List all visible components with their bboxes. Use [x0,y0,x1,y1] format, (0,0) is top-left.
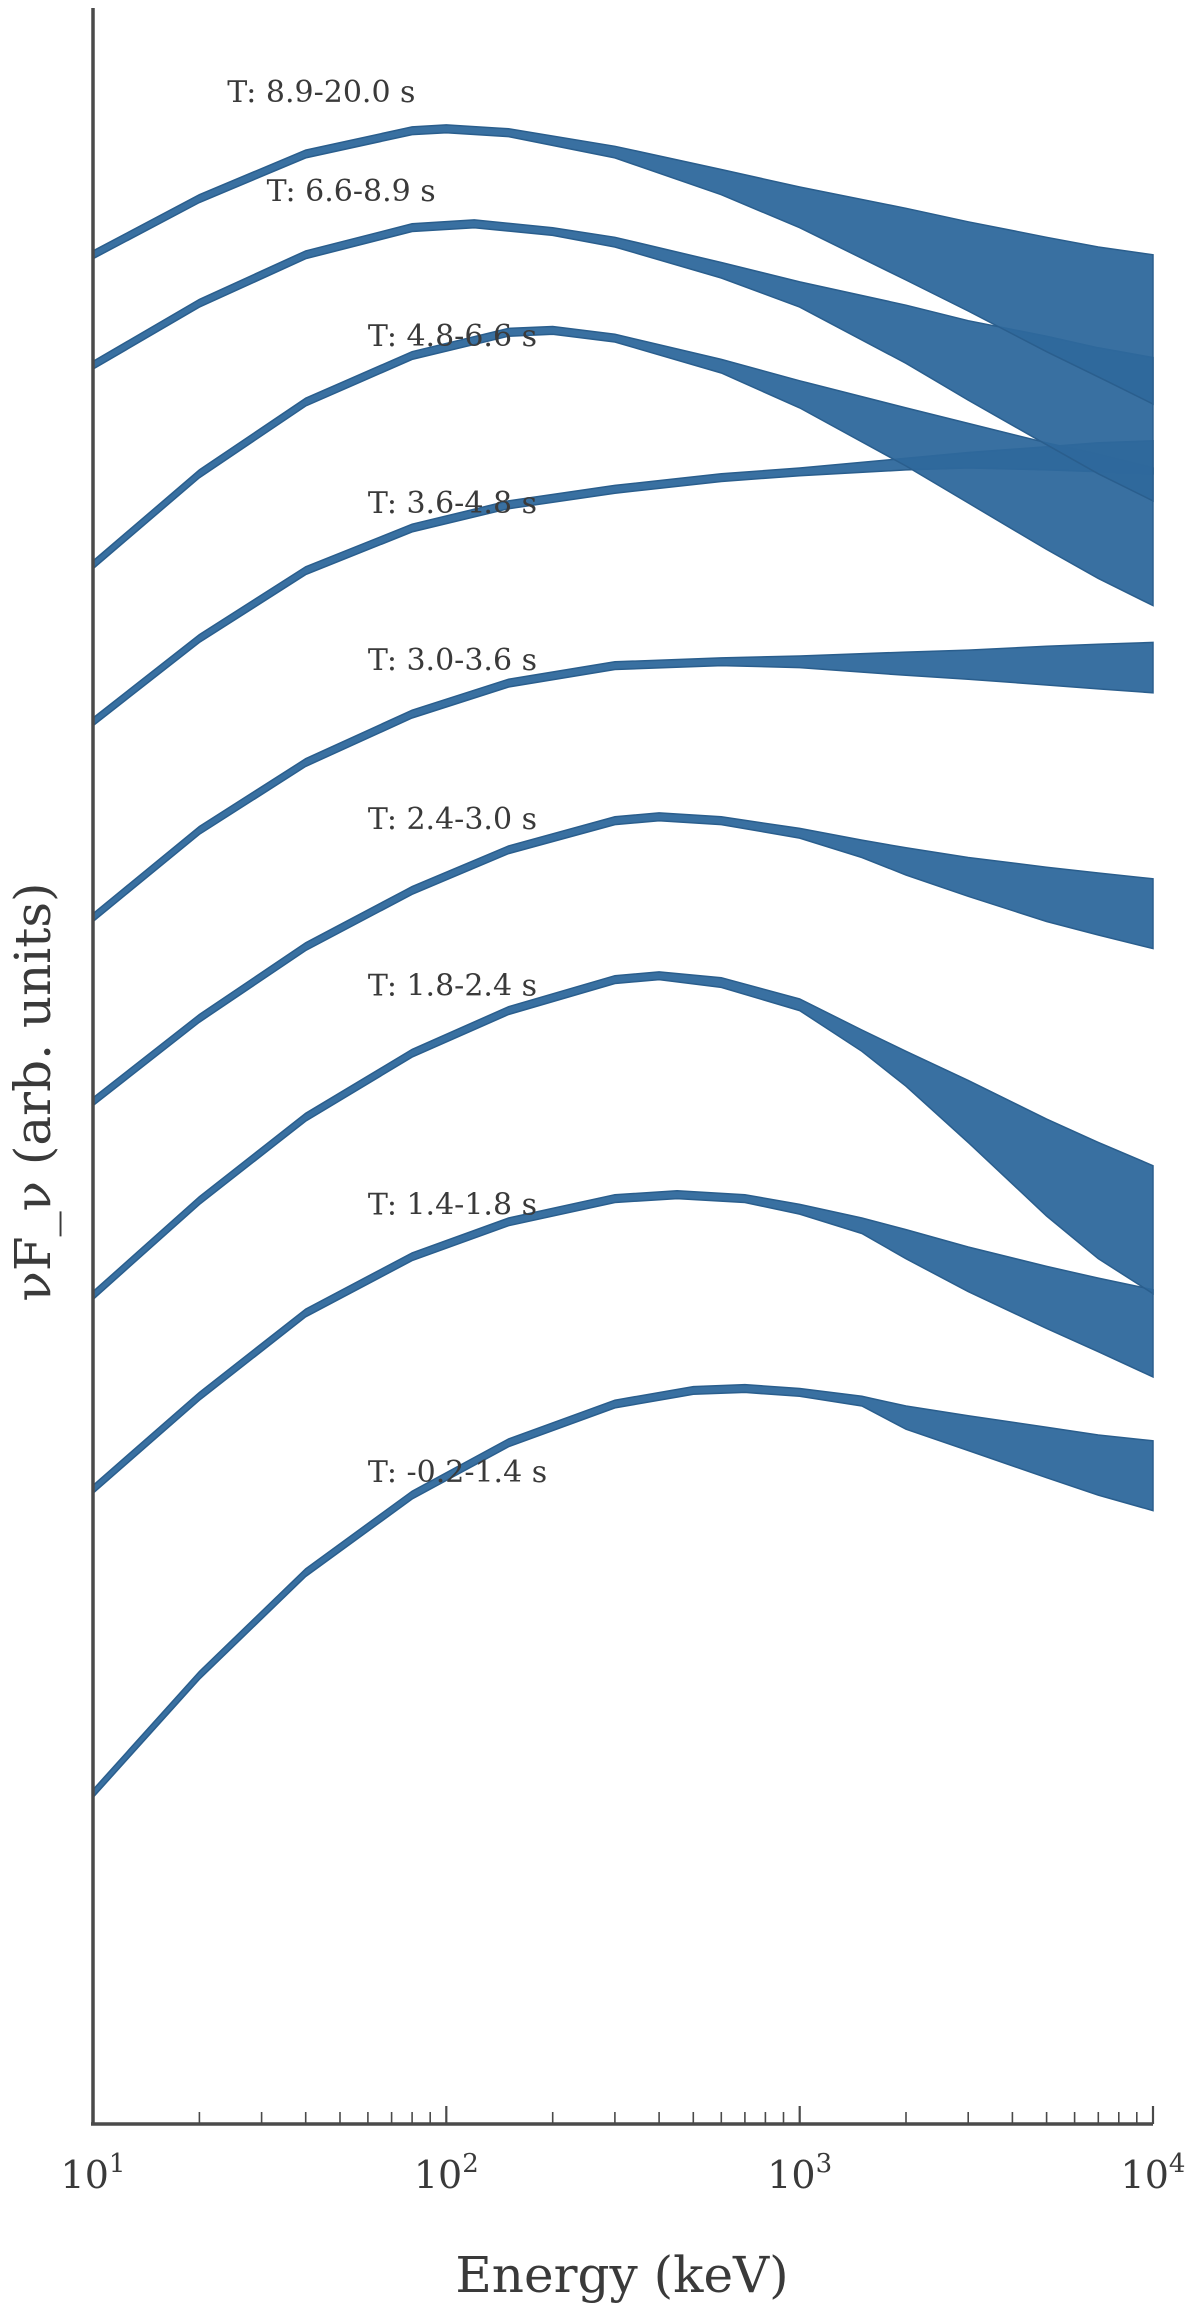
x-axis-ticks [91,2106,1155,2124]
series-band-8 [92,124,1154,406]
x-axis-tick-labels: 101 102 103 104 [61,2149,1186,2197]
series-label-4: T: 3.0-3.6 s [368,643,537,678]
series-band-0 [92,1383,1154,1800]
x-tick-label: 101 [61,2149,126,2197]
series-band-2 [92,971,1154,1302]
series-label-3: T: 2.4-3.0 s [368,802,537,837]
series-band-7 [92,219,1154,503]
series-label-8: T: 8.9-20.0 s [227,75,415,110]
series-band-1 [92,1190,1154,1495]
series-label-1: T: 1.4-1.8 s [368,1187,537,1222]
x-axis-label: Energy (keV) [455,2246,788,2304]
x-tick-label: 104 [1121,2149,1186,2197]
x-tick-label: 103 [767,2149,832,2197]
series-label-5: T: 3.6-4.8 s [368,486,537,521]
x-tick-label: 102 [414,2149,479,2197]
series-band-4 [92,641,1154,924]
series-label-0: T: -0.2-1.4 s [368,1455,547,1490]
series-bands [92,124,1154,1800]
series-labels: T: -0.2-1.4 s T: 1.4-1.8 s T: 1.8-2.4 s T: … [227,75,547,1490]
series-label-6: T: 4.8-6.6 s [368,319,537,354]
series-label-7: T: 6.6-8.9 s [267,174,436,209]
y-axis-label: νF_ν (arb. units) [4,882,62,1301]
series-label-2: T: 1.8-2.4 s [368,968,537,1003]
series-band-3 [92,812,1154,1108]
series-band-6 [92,325,1154,607]
